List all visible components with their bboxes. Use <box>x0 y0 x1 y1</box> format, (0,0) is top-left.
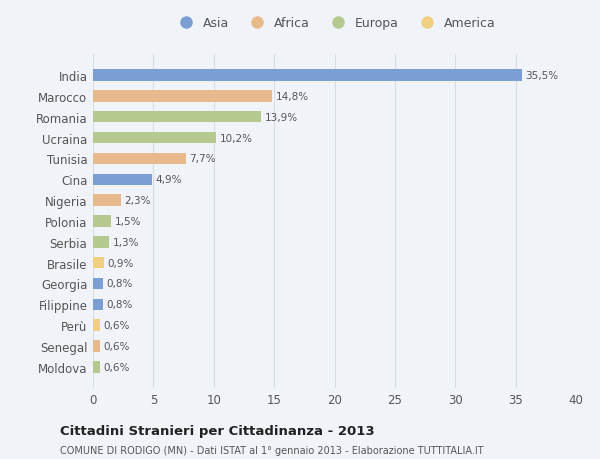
Bar <box>93 174 152 185</box>
Text: 7,7%: 7,7% <box>190 154 216 164</box>
Bar <box>93 195 121 207</box>
Text: 35,5%: 35,5% <box>525 71 559 81</box>
Text: 13,9%: 13,9% <box>265 112 298 123</box>
Text: Cittadini Stranieri per Cittadinanza - 2013: Cittadini Stranieri per Cittadinanza - 2… <box>60 425 374 437</box>
Bar <box>93 91 272 102</box>
Bar <box>93 257 104 269</box>
Bar <box>93 299 103 310</box>
Text: 0,6%: 0,6% <box>104 341 130 351</box>
Legend: Asia, Africa, Europa, America: Asia, Africa, Europa, America <box>170 15 499 33</box>
Text: 0,8%: 0,8% <box>106 300 133 310</box>
Bar <box>93 361 100 373</box>
Text: 2,3%: 2,3% <box>124 196 151 206</box>
Bar <box>93 320 100 331</box>
Bar <box>93 112 261 123</box>
Text: 1,3%: 1,3% <box>112 237 139 247</box>
Text: 0,8%: 0,8% <box>106 279 133 289</box>
Text: 14,8%: 14,8% <box>275 92 308 102</box>
Bar <box>93 133 216 144</box>
Bar <box>93 216 111 227</box>
Bar <box>93 341 100 352</box>
Bar <box>93 278 103 290</box>
Text: 4,9%: 4,9% <box>156 175 182 185</box>
Text: 0,6%: 0,6% <box>104 362 130 372</box>
Bar <box>93 70 521 82</box>
Bar <box>93 236 109 248</box>
Text: 0,9%: 0,9% <box>107 258 134 268</box>
Text: 10,2%: 10,2% <box>220 133 253 143</box>
Bar <box>93 153 186 165</box>
Text: 1,5%: 1,5% <box>115 217 141 226</box>
Text: 0,6%: 0,6% <box>104 320 130 330</box>
Text: COMUNE DI RODIGO (MN) - Dati ISTAT al 1° gennaio 2013 - Elaborazione TUTTITALIA.: COMUNE DI RODIGO (MN) - Dati ISTAT al 1°… <box>60 445 484 455</box>
